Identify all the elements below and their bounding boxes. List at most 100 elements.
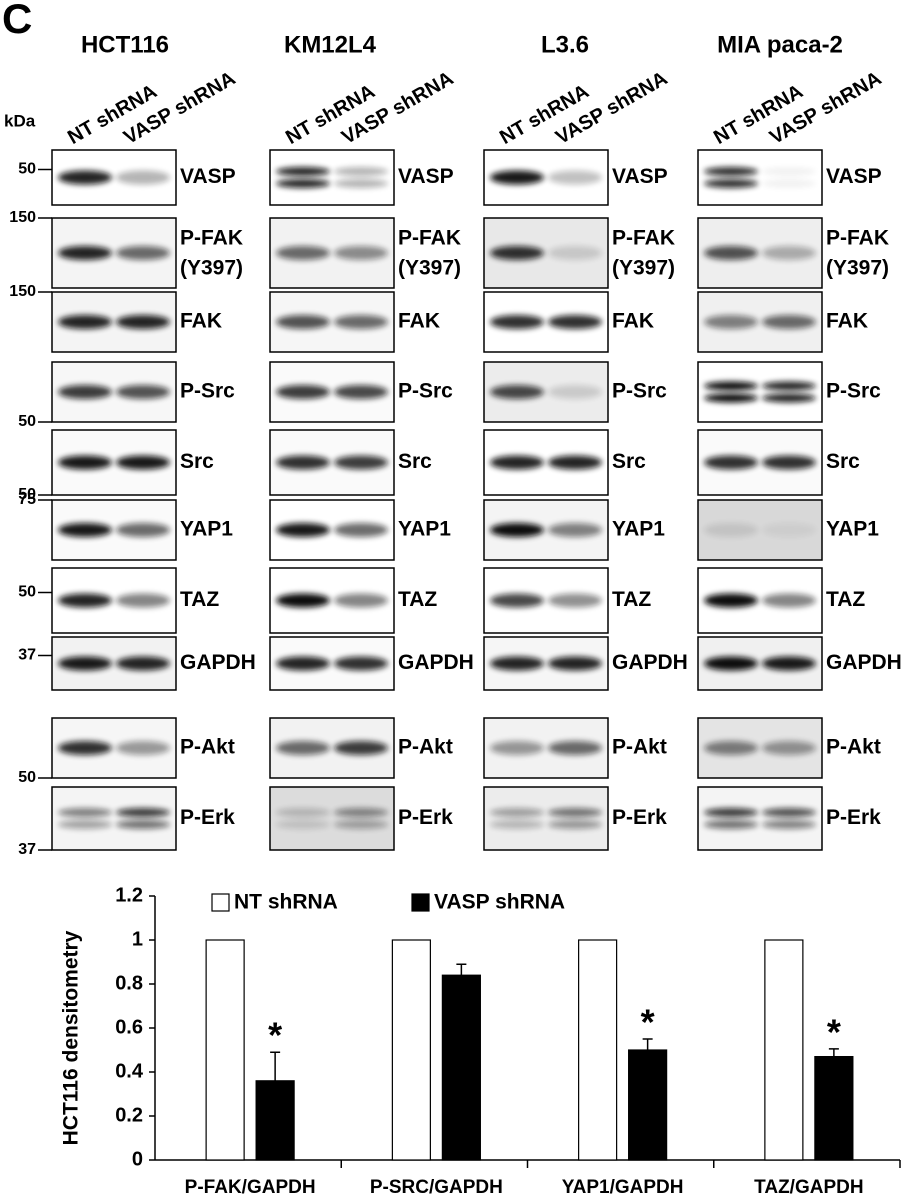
blot-band [490, 808, 544, 817]
blot-band [490, 523, 544, 537]
bar [205, 939, 245, 1161]
blot-label: GAPDH [612, 651, 688, 674]
kda-marker: 50 [18, 584, 36, 601]
error-bar [456, 963, 467, 976]
blot-band [334, 179, 388, 188]
blot-band [548, 455, 602, 470]
blot-label: FAK [826, 310, 868, 333]
blot-band [762, 393, 816, 403]
blot-band [58, 385, 112, 399]
blot-band [58, 593, 112, 608]
blot-frame [697, 149, 823, 206]
blot-band [762, 656, 816, 671]
blot-band [58, 455, 112, 470]
legend-label: NT shRNA [234, 891, 338, 914]
blot-label: VASP [180, 165, 236, 188]
cell-line-title: KM12L4 [284, 31, 377, 58]
blot-band [334, 808, 388, 817]
blot-band [116, 315, 170, 329]
blot-label: GAPDH [398, 651, 474, 674]
cell-line-title: MIA paca-2 [717, 31, 843, 58]
blot-label: YAP1 [398, 518, 451, 541]
blot-label: P-Akt [398, 736, 453, 759]
blot-label: YAP1 [612, 518, 665, 541]
blot-label: P-Akt [180, 736, 235, 759]
blot-band [548, 656, 602, 671]
blot-label: VASP [398, 165, 454, 188]
blot-band [704, 523, 758, 537]
blot-band [704, 820, 758, 829]
blot-band [116, 656, 170, 671]
blot-band [490, 315, 544, 329]
y-tick-label: 0.8 [115, 972, 143, 994]
legend-label: VASP shRNA [434, 891, 565, 914]
blot-label: P-Src [398, 380, 453, 403]
blot-band [704, 246, 758, 260]
blot-band [116, 170, 170, 185]
error-bar [270, 1051, 281, 1081]
blot-band [334, 656, 388, 671]
blot-band [334, 741, 388, 755]
blot-band [548, 523, 602, 537]
blot-band [762, 741, 816, 755]
blot-band [762, 593, 816, 608]
blot-band [276, 593, 330, 608]
blot-label: P-Akt [612, 736, 667, 759]
blot-band [334, 593, 388, 608]
blot-band [58, 246, 112, 260]
blot-label: TAZ [826, 588, 865, 611]
blot-band [276, 523, 330, 537]
kda-marker: 37 [18, 647, 36, 664]
blot-sublabel: (Y397) [612, 257, 675, 280]
x-tick-label: P-SRC/GAPDH [370, 1177, 503, 1198]
blot-band [276, 179, 330, 188]
blot-band [276, 741, 330, 755]
kda-marker: 50 [18, 486, 36, 503]
blot-band [116, 741, 170, 755]
blot-label: P-FAK [612, 227, 675, 250]
blot-label: TAZ [612, 588, 651, 611]
blot-label: TAZ [398, 588, 437, 611]
blot-frame [269, 786, 395, 851]
blot-sublabel: (Y397) [398, 257, 461, 280]
blot-band [548, 741, 602, 755]
blot-label: YAP1 [180, 518, 233, 541]
blot-band [762, 523, 816, 537]
blot-band [704, 315, 758, 329]
y-tick-label: 0.4 [115, 1060, 144, 1082]
blot-label: Src [398, 450, 432, 473]
blot-band [490, 455, 544, 470]
y-tick-label: 0.2 [115, 1104, 143, 1126]
blot-label: P-Erk [612, 806, 667, 829]
blot-band [58, 808, 112, 817]
kda-marker: 150 [9, 283, 36, 300]
blot-band [762, 246, 816, 260]
blot-band [704, 455, 758, 470]
blot-band [58, 315, 112, 329]
blot-label: P-FAK [826, 227, 889, 250]
blot-frame [697, 786, 823, 851]
y-axis-label: HCT116 densitometry [60, 930, 83, 1145]
blot-label: P-Erk [826, 806, 881, 829]
blot-band [704, 393, 758, 403]
bar [441, 974, 481, 1161]
blot-band [490, 246, 544, 260]
blot-band [704, 741, 758, 755]
blot-label: FAK [398, 310, 440, 333]
kda-marker: 50 [18, 161, 36, 178]
x-tick-label: TAZ/GAPDH [754, 1177, 863, 1198]
blot-band [548, 246, 602, 260]
error-bar [828, 1048, 839, 1057]
blot-band [762, 315, 816, 329]
kda-marker: 75 [18, 491, 36, 508]
blot-band [116, 246, 170, 260]
x-tick-label: YAP1/GAPDH [562, 1177, 684, 1198]
blot-band [58, 820, 112, 829]
legend-swatch [411, 893, 430, 912]
blot-band [334, 523, 388, 537]
kda-marker: 50 [18, 413, 36, 430]
legend-swatch [211, 893, 230, 912]
blot-band [704, 593, 758, 608]
blot-band [490, 820, 544, 829]
